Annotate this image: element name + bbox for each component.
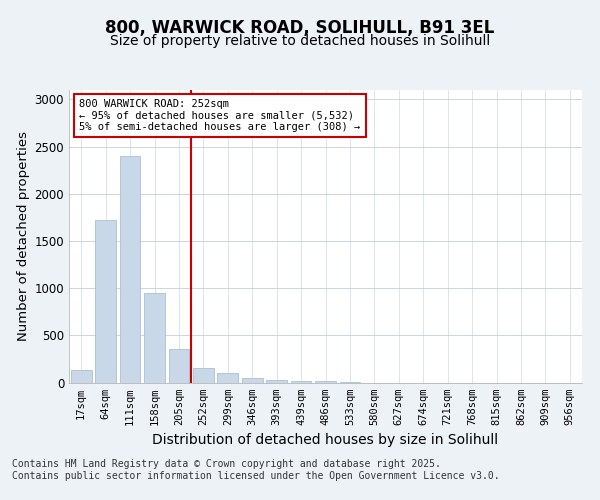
Text: Size of property relative to detached houses in Solihull: Size of property relative to detached ho… <box>110 34 490 48</box>
Text: 800 WARWICK ROAD: 252sqm
← 95% of detached houses are smaller (5,532)
5% of semi: 800 WARWICK ROAD: 252sqm ← 95% of detach… <box>79 99 361 132</box>
Bar <box>119 156 140 382</box>
Bar <box>315 381 336 382</box>
Bar <box>71 370 92 382</box>
Bar <box>217 373 238 382</box>
Bar <box>169 350 190 382</box>
Bar <box>144 293 165 382</box>
Text: 800, WARWICK ROAD, SOLIHULL, B91 3EL: 800, WARWICK ROAD, SOLIHULL, B91 3EL <box>106 18 494 36</box>
Bar <box>266 380 287 382</box>
Bar <box>290 380 311 382</box>
Text: Contains public sector information licensed under the Open Government Licence v3: Contains public sector information licen… <box>12 471 500 481</box>
Text: Contains HM Land Registry data © Crown copyright and database right 2025.: Contains HM Land Registry data © Crown c… <box>12 459 441 469</box>
Y-axis label: Number of detached properties: Number of detached properties <box>17 131 31 341</box>
Bar <box>193 368 214 382</box>
Bar <box>95 220 116 382</box>
X-axis label: Distribution of detached houses by size in Solihull: Distribution of detached houses by size … <box>152 433 499 447</box>
Bar <box>242 378 263 382</box>
